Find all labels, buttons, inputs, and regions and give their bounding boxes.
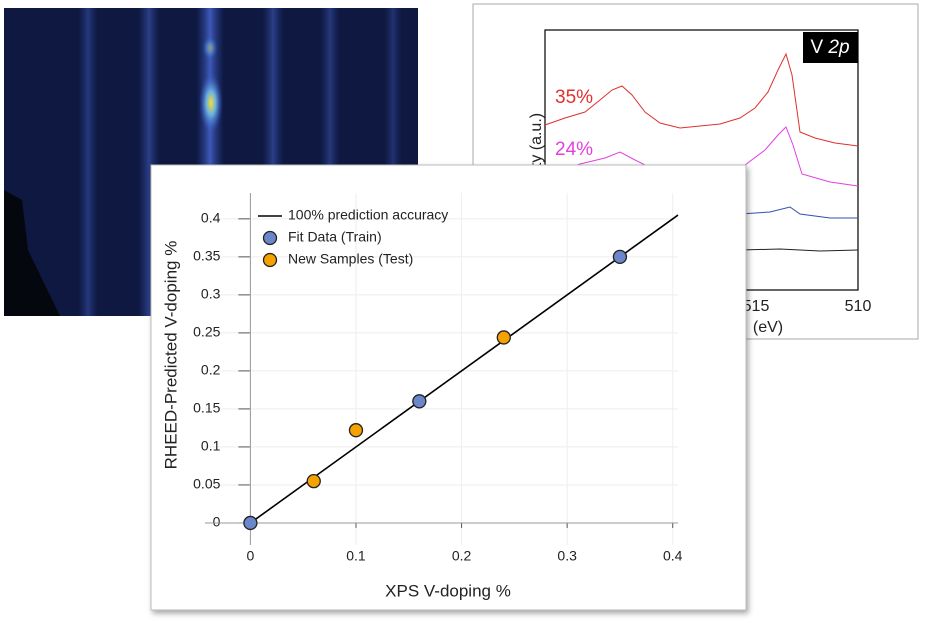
- y-tick-label: 0.4: [201, 210, 221, 226]
- xps-tick-label: 515: [743, 298, 770, 315]
- x-tick-label: 0.4: [663, 548, 683, 564]
- xps-x-label: (eV): [753, 319, 783, 336]
- fit-line: [249, 214, 679, 524]
- y-tick-label: 0.2: [201, 362, 221, 378]
- y-tick-label: 0.15: [193, 400, 220, 416]
- data-point: [243, 515, 258, 531]
- y-tick-label: 0.1: [201, 438, 221, 454]
- y-tick-label: 0.05: [193, 476, 220, 492]
- x-axis-label: XPS V-doping %: [385, 581, 511, 600]
- xps-title-main: V: [810, 37, 823, 58]
- legend-label: 100% prediction accuracy: [288, 207, 448, 223]
- shadow-region: [4, 190, 60, 316]
- data-point: [612, 249, 628, 265]
- curve-label: 24%: [555, 139, 593, 160]
- bright-spot: [199, 73, 223, 133]
- x-tick-label: 0.2: [452, 548, 472, 564]
- y-tick-label: 0.35: [193, 248, 220, 264]
- y-tick-label: 0.3: [201, 286, 221, 302]
- y-tick-label: 0.25: [193, 324, 220, 340]
- data-point: [412, 394, 427, 409]
- xps-tick-label: 510: [845, 298, 872, 315]
- x-tick-label: 0.3: [557, 548, 577, 564]
- legend-label: Fit Data (Train): [288, 229, 382, 245]
- data-point: [306, 473, 321, 489]
- legend-swatch: [262, 252, 278, 268]
- data-point: [348, 423, 364, 438]
- legend-swatch: [262, 230, 278, 246]
- x-tick-label: 0.1: [346, 548, 366, 564]
- xps-title-italic: 2p: [827, 37, 849, 58]
- curve-label: 35%: [555, 87, 593, 108]
- y-tick-label: 0: [213, 514, 221, 530]
- data-point: [496, 330, 511, 345]
- legend-label: New Samples (Test): [288, 251, 413, 267]
- xps-title-box: [803, 32, 858, 63]
- y-axis-label: RHEED-Predicted V-doping %: [161, 241, 180, 470]
- xps-y-label: ty (a.u.): [528, 113, 545, 167]
- xps-title: V 2p: [810, 37, 849, 58]
- x-tick-label: 0: [247, 548, 255, 564]
- spot: [202, 36, 218, 60]
- main-chart: XPS V-doping % RHEED-Predicted V-doping …: [150, 164, 747, 611]
- chart-frame: [150, 164, 747, 611]
- xps-curve: [544, 52, 859, 147]
- streak: [78, 8, 98, 316]
